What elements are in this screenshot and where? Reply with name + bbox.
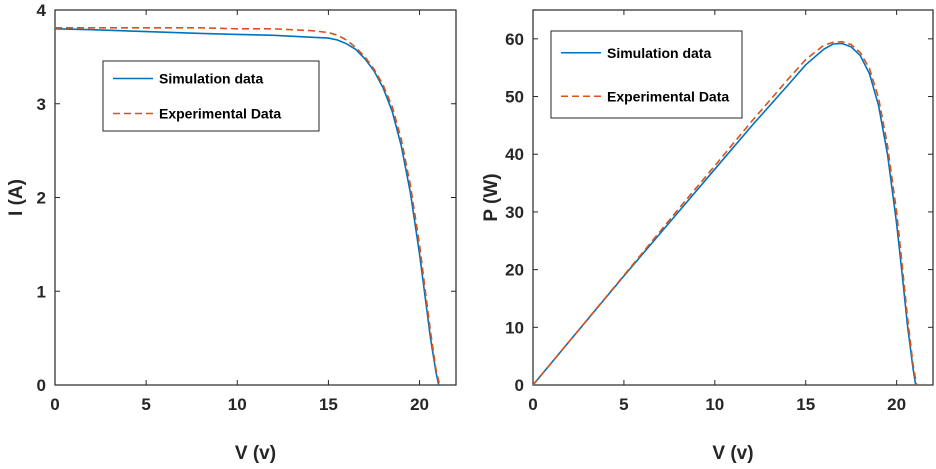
x-tick-label: 0	[50, 395, 59, 414]
legend-label: Experimental Data	[159, 106, 281, 122]
legend: Simulation data Experimental Data	[102, 60, 320, 132]
x-tick-label: 15	[796, 395, 815, 414]
series-line-experimental	[533, 40, 918, 385]
series-line-experimental	[55, 26, 441, 385]
y-tick-label: 3	[37, 95, 46, 114]
x-tick-label: 10	[705, 395, 724, 414]
y-tick-label: 0	[515, 376, 524, 395]
y-tick-label: 0	[37, 376, 46, 395]
y-tick-label: 10	[505, 318, 524, 337]
x-tick-label: 10	[228, 395, 247, 414]
y-tick-label: 50	[505, 88, 524, 107]
y-tick-label: 2	[37, 189, 46, 208]
chart-panel-2: 0 5 10 15 20 0 10 20 30 40 50 60 V (v) P (W) Simulatio…	[481, 9, 934, 464]
y-axis-label: I (A)	[6, 179, 27, 216]
x-axis-label: V (v)	[712, 443, 753, 464]
legend-box	[550, 30, 743, 119]
y-axis-label: P (W)	[481, 173, 502, 221]
legend-label: Simulation data	[159, 71, 263, 87]
chart-panel-1: 0 5 10 15 20 0 1 2 3 4 V (v) I (A) Simulation data Ex…	[6, 1, 457, 464]
x-tick-label: 20	[887, 395, 906, 414]
series-line-simulation	[533, 42, 917, 385]
y-tick-label: 1	[37, 282, 46, 301]
x-tick-label: 0	[528, 395, 537, 414]
legend-label: Simulation data	[607, 45, 711, 61]
x-tick-label: 20	[410, 395, 429, 414]
x-tick-label: 15	[319, 395, 338, 414]
y-tick-label: 40	[505, 145, 524, 164]
y-tick-label: 20	[505, 261, 524, 280]
x-axis-label: V (v)	[235, 443, 276, 464]
x-tick-label: 5	[619, 395, 628, 414]
legend: Simulation data Experimental Data	[550, 30, 743, 119]
y-tick-label: 30	[505, 203, 524, 222]
y-tick-label: 4	[37, 1, 47, 20]
x-tick-label: 5	[141, 395, 150, 414]
y-tick-label: 60	[505, 30, 524, 49]
legend-label: Experimental Data	[607, 88, 729, 104]
series-line-simulation	[55, 28, 440, 385]
legend-box	[102, 60, 320, 132]
